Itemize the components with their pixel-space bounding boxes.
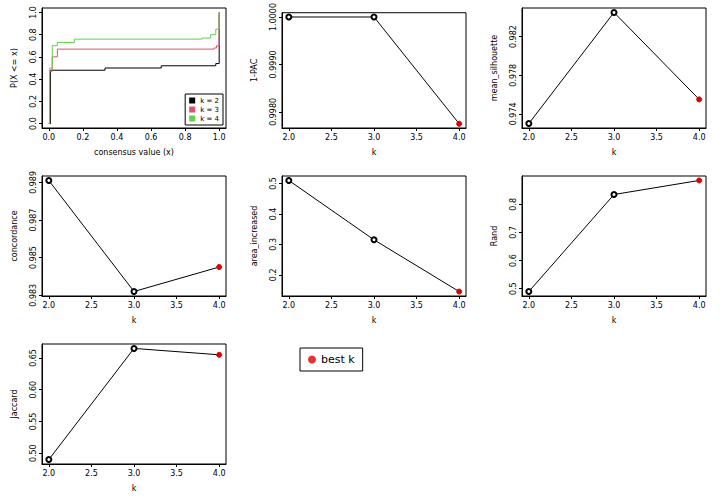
svg-text:0.7: 0.7 [509, 226, 518, 239]
svg-text:0.6: 0.6 [29, 51, 38, 64]
svg-text:0.9980: 0.9980 [269, 98, 278, 126]
svg-text:0.983: 0.983 [29, 284, 38, 307]
svg-text:2.5: 2.5 [565, 133, 578, 142]
svg-text:0.8: 0.8 [179, 133, 192, 142]
svg-text:mean_silhouette: mean_silhouette [490, 35, 499, 102]
svg-text:k: k [132, 484, 137, 493]
svg-text:0.989: 0.989 [29, 171, 38, 194]
svg-text:1.0: 1.0 [29, 6, 38, 19]
svg-text:0.2: 0.2 [77, 133, 90, 142]
svg-text:concordance: concordance [10, 210, 19, 261]
svg-text:3.5: 3.5 [170, 301, 183, 310]
svg-text:0.987: 0.987 [29, 209, 38, 232]
svg-text:2.5: 2.5 [325, 133, 338, 142]
svg-text:1-PAC: 1-PAC [250, 58, 259, 82]
svg-text:2.5: 2.5 [565, 301, 578, 310]
svg-text:4.0: 4.0 [453, 301, 466, 310]
svg-text:3.0: 3.0 [368, 301, 381, 310]
svg-text:4.0: 4.0 [693, 301, 706, 310]
svg-text:best k: best k [321, 353, 355, 366]
svg-text:4.0: 4.0 [453, 133, 466, 142]
svg-text:2.0: 2.0 [42, 469, 55, 478]
svg-text:k: k [612, 148, 617, 157]
svg-text:0.974: 0.974 [509, 102, 518, 125]
svg-text:k: k [132, 316, 137, 325]
svg-text:3.0: 3.0 [128, 301, 141, 310]
svg-text:k = 2: k = 2 [200, 97, 219, 105]
svg-text:k: k [372, 148, 377, 157]
svg-text:k = 3: k = 3 [200, 106, 219, 114]
svg-text:3.0: 3.0 [128, 469, 141, 478]
svg-text:0.5: 0.5 [269, 177, 278, 190]
svg-text:0.9990: 0.9990 [269, 50, 278, 78]
svg-text:0.978: 0.978 [509, 64, 518, 87]
svg-text:3.0: 3.0 [368, 133, 381, 142]
svg-text:0.65: 0.65 [29, 349, 38, 367]
svg-text:0.3: 0.3 [269, 238, 278, 251]
svg-text:4.0: 4.0 [213, 469, 226, 478]
svg-text:0.0: 0.0 [29, 117, 38, 130]
svg-text:2.0: 2.0 [282, 301, 295, 310]
svg-text:area_increased: area_increased [250, 206, 259, 267]
svg-text:3.5: 3.5 [650, 133, 663, 142]
svg-text:2.0: 2.0 [522, 301, 535, 310]
svg-text:k: k [372, 316, 377, 325]
svg-text:0.8: 0.8 [509, 198, 518, 211]
svg-text:0.985: 0.985 [29, 246, 38, 269]
svg-text:0.60: 0.60 [29, 381, 38, 399]
svg-text:3.0: 3.0 [608, 133, 621, 142]
svg-text:Jaccard: Jaccard [10, 389, 19, 419]
svg-text:3.5: 3.5 [410, 301, 423, 310]
svg-text:0.55: 0.55 [29, 413, 38, 431]
svg-text:0.4: 0.4 [111, 133, 124, 142]
svg-text:4.0: 4.0 [693, 133, 706, 142]
svg-text:consensus value (x): consensus value (x) [94, 148, 174, 157]
svg-text:2.5: 2.5 [85, 469, 98, 478]
svg-text:2.5: 2.5 [325, 301, 338, 310]
svg-text:3.0: 3.0 [608, 301, 621, 310]
svg-text:0.4: 0.4 [269, 208, 278, 221]
svg-text:P(X <= x): P(X <= x) [10, 48, 19, 88]
svg-text:3.5: 3.5 [170, 469, 183, 478]
svg-text:3.5: 3.5 [410, 133, 423, 142]
svg-text:3.5: 3.5 [650, 301, 663, 310]
svg-text:k: k [612, 316, 617, 325]
svg-text:2.5: 2.5 [85, 301, 98, 310]
svg-text:0.982: 0.982 [509, 25, 518, 48]
svg-text:0.6: 0.6 [509, 254, 518, 267]
svg-text:2.0: 2.0 [522, 133, 535, 142]
svg-text:4.0: 4.0 [213, 301, 226, 310]
svg-text:0.5: 0.5 [509, 282, 518, 295]
svg-text:0.0: 0.0 [42, 133, 55, 142]
svg-text:Rand: Rand [490, 226, 499, 246]
svg-text:0.4: 0.4 [29, 73, 38, 86]
svg-text:2.0: 2.0 [42, 301, 55, 310]
svg-text:0.6: 0.6 [145, 133, 158, 142]
svg-text:1.0: 1.0 [213, 133, 226, 142]
svg-text:k = 4: k = 4 [200, 115, 219, 123]
svg-text:0.2: 0.2 [269, 268, 278, 281]
svg-text:0.50: 0.50 [29, 444, 38, 462]
svg-text:1.0000: 1.0000 [269, 3, 278, 31]
svg-text:2.0: 2.0 [282, 133, 295, 142]
svg-text:0.2: 0.2 [29, 95, 38, 108]
svg-text:0.8: 0.8 [29, 28, 38, 41]
